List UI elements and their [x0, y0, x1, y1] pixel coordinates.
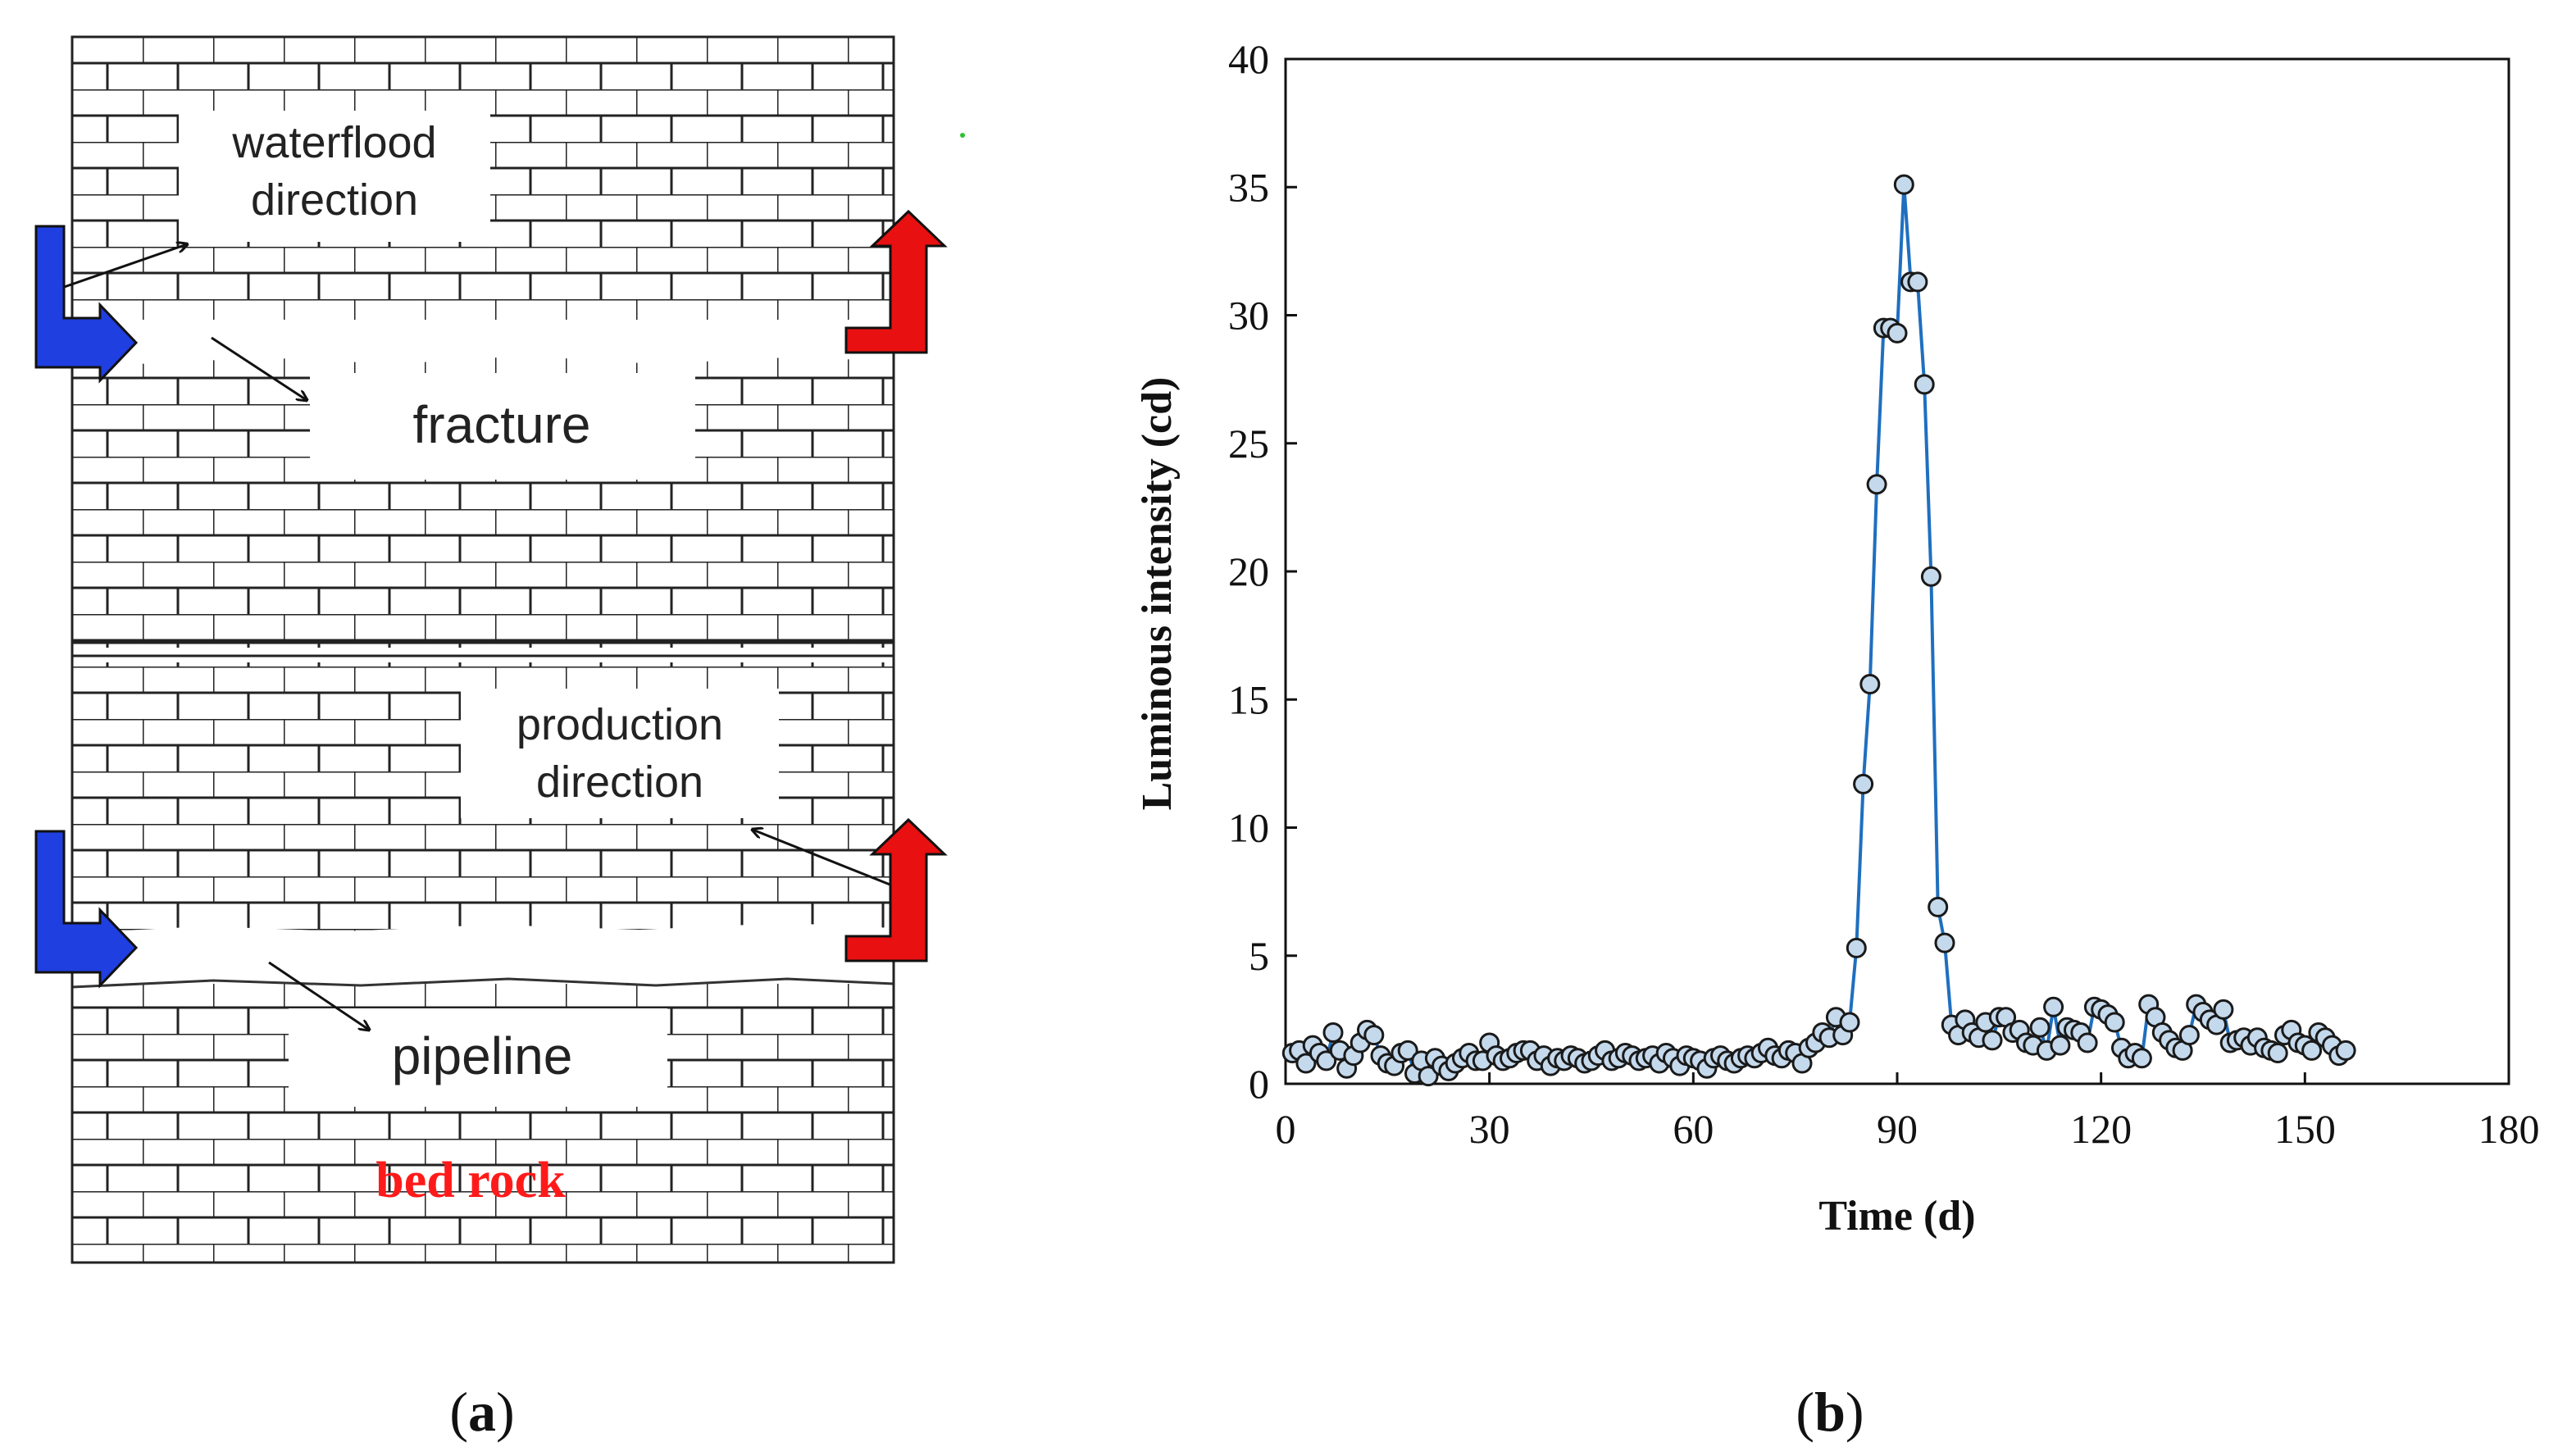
y-tick-label: 25 [1228, 421, 1269, 466]
panel-a-diagram: waterflood direction fracture production… [34, 35, 965, 1264]
data-point [1859, 674, 1881, 694]
data-point [2050, 1035, 2071, 1056]
injection-arrow-lower [34, 830, 139, 989]
data-point [2267, 1043, 2288, 1063]
panel-b-chart: 0 5 10 15 20 25 30 35 40 0 30 60 90 120 150 180 Time (… [1134, 36, 2540, 1240]
data-point [1316, 1050, 1337, 1072]
data-point [1846, 937, 1867, 958]
data-point [2131, 1048, 2152, 1069]
fracture-gap [72, 320, 894, 364]
data-point [1928, 896, 1949, 917]
data-point [1934, 932, 1955, 953]
data-point [2077, 1032, 2098, 1053]
y-tick-label: 30 [1228, 293, 1269, 339]
y-tick-label: 0 [1249, 1061, 1269, 1107]
waterflood-label-box [179, 111, 490, 242]
x-axis-label: Time (d) [1818, 1193, 1975, 1240]
x-tick-label: 180 [2478, 1106, 2540, 1152]
y-tick-label: 5 [1249, 933, 1269, 979]
data-point [1363, 1025, 1385, 1046]
x-tick-label: 30 [1469, 1106, 1510, 1152]
caption-close-paren: ) [1846, 1381, 1864, 1443]
data-point [2104, 1012, 2125, 1033]
x-tick-label: 0 [1276, 1106, 1296, 1152]
pipeline-label: pipeline [392, 1026, 573, 1085]
data-point [2043, 996, 2064, 1017]
stray-mark [960, 133, 965, 138]
data-point [1397, 1040, 1418, 1061]
production-arrow-lower [844, 817, 948, 962]
pipeline-boundary [71, 977, 894, 989]
caption-letter-a: a [468, 1381, 496, 1443]
data-point [1920, 566, 1941, 587]
fracture-direction-arrow [211, 336, 307, 400]
bed-rock-label: bed rock [376, 1153, 566, 1208]
waterflood-label-line1: waterflood [231, 118, 436, 167]
panel-a-caption: (a) [449, 1381, 514, 1443]
production-label-line2: direction [536, 758, 703, 807]
y-tick-label: 20 [1228, 548, 1269, 594]
y-tick-label: 35 [1228, 164, 1269, 210]
data-point [1866, 474, 1887, 495]
series-markers [1281, 174, 2356, 1087]
caption-letter-b: b [1814, 1381, 1846, 1443]
y-tick-label: 40 [1228, 36, 1269, 82]
x-tick-label: 90 [1877, 1106, 1918, 1152]
waterflood-label-line2: direction [251, 175, 418, 225]
y-axis: 0 5 10 15 20 25 30 35 40 [1228, 36, 1297, 1107]
data-point [1853, 773, 1874, 794]
diagram-border [71, 35, 895, 1264]
pipeline-gap [72, 923, 894, 987]
waterflood-direction-arrow [52, 244, 187, 293]
data-point [2335, 1040, 2356, 1061]
data-point [1887, 322, 1908, 344]
data-point [2301, 1040, 2323, 1061]
panel-b-caption: (b) [1796, 1381, 1864, 1443]
data-point [1295, 1053, 1317, 1074]
data-point [1893, 174, 1914, 195]
x-tick-label: 60 [1673, 1106, 1714, 1152]
pipeline-direction-arrow [268, 961, 369, 1030]
x-axis: 0 30 60 90 120 150 180 [1276, 1072, 2540, 1152]
data-point [1914, 374, 1935, 395]
series-line [1291, 184, 2347, 1081]
data-point [1839, 1012, 1860, 1033]
data-point [2029, 1017, 2050, 1038]
data-point [1322, 1022, 1344, 1043]
injection-arrow-upper [34, 225, 139, 384]
production-arrow-upper [844, 209, 948, 354]
caption-open-paren: ( [449, 1381, 468, 1443]
data-point [1418, 1066, 1439, 1087]
caption-open-paren: ( [1796, 1381, 1814, 1443]
production-label-box [461, 689, 779, 818]
data-point [2178, 1025, 2200, 1046]
data-point [1907, 271, 1928, 293]
fracture-label-box [310, 373, 695, 480]
data-point [1982, 1030, 2003, 1051]
production-label-line1: production [517, 700, 723, 749]
caption-close-paren: ) [496, 1381, 515, 1443]
x-tick-label: 120 [2070, 1106, 2132, 1152]
data-point [2213, 999, 2234, 1020]
plot-area [1284, 57, 2510, 1085]
pipeline-label-box [289, 1008, 667, 1107]
y-tick-label: 15 [1228, 676, 1269, 722]
y-axis-label: Luminous intensity (cd) [1134, 377, 1181, 811]
x-tick-label: 150 [2274, 1106, 2336, 1152]
y-tick-label: 10 [1228, 805, 1269, 851]
fracture-label: fracture [413, 395, 591, 454]
